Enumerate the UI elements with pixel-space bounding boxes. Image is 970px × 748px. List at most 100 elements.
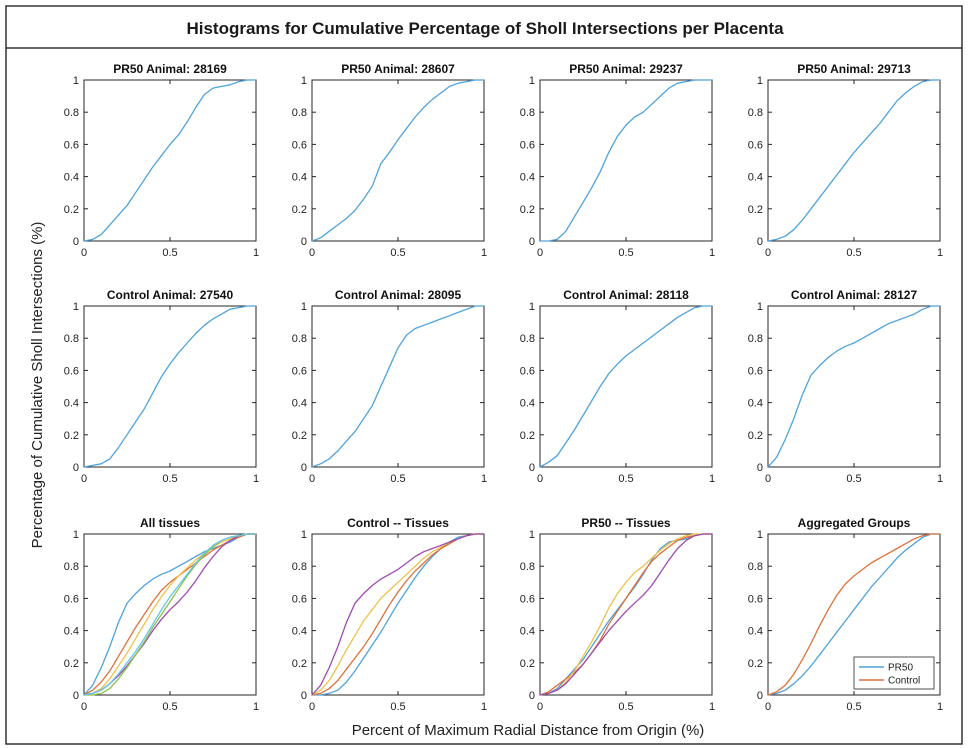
x-tick-label: 0 xyxy=(309,247,315,259)
y-tick-label: 0.8 xyxy=(292,107,307,119)
x-tick-label: 1 xyxy=(253,247,259,259)
y-tick-label: 0.8 xyxy=(64,561,79,573)
plot-area xyxy=(312,80,484,241)
subplot-1: PR50 Animal: 2816900.20.40.60.810 0.5 1 xyxy=(64,62,259,259)
subplot-title: Control Animal: 27540 xyxy=(107,288,234,302)
subplot-9: All tissues00.20.40.60.810 0.5 1 xyxy=(64,516,259,713)
x-tick-label: 1 xyxy=(481,473,487,485)
subplot-2: PR50 Animal: 28607 0 0.2 0.4 0.6 0.8 1 0 0.5 1 xyxy=(292,62,487,259)
y-tick-label: 0.2 xyxy=(748,658,763,670)
y-tick-label: 1 xyxy=(301,75,307,87)
y-tick-label: 0.2 xyxy=(64,430,79,442)
y-tick-label: 0.4 xyxy=(64,398,79,410)
y-tick-label: 1 xyxy=(73,75,79,87)
y-tick-label: 1 xyxy=(529,75,535,87)
x-tick-label: 0.5 xyxy=(618,247,633,259)
x-tick-label: 0.5 xyxy=(618,701,633,713)
y-tick-label: 0.4 xyxy=(292,626,307,638)
x-tick-label: 0.5 xyxy=(162,473,177,485)
subplot-7: Control Animal: 2811800.20.40.60.810 0.5 1 xyxy=(520,288,715,485)
plot-area xyxy=(84,80,256,241)
y-tick-label: 0.8 xyxy=(64,333,79,345)
legend-label: PR50 xyxy=(888,663,913,674)
plot-area xyxy=(768,306,940,467)
x-tick-label: 0.5 xyxy=(618,473,633,485)
y-tick-label: 0.8 xyxy=(520,333,535,345)
x-tick-label: 0 xyxy=(537,247,543,259)
x-tick-label: 1 xyxy=(481,247,487,259)
y-tick-label: 0.4 xyxy=(292,172,307,184)
x-tick-label: 0.5 xyxy=(846,701,861,713)
y-tick-label: 1 xyxy=(529,301,535,313)
subplot-title: Control Animal: 28118 xyxy=(563,288,689,302)
y-tick-label: 0.2 xyxy=(520,430,535,442)
y-tick-label: 1 xyxy=(73,301,79,313)
y-tick-label: 0.8 xyxy=(520,561,535,573)
x-tick-label: 1 xyxy=(709,701,715,713)
plot-area xyxy=(84,306,256,467)
y-tick-label: 0 xyxy=(73,236,79,248)
y-tick-label: 0.4 xyxy=(292,398,307,410)
y-tick-label: 0.2 xyxy=(64,658,79,670)
y-tick-label: 0.2 xyxy=(748,430,763,442)
y-tick-label: 0.6 xyxy=(64,593,79,605)
y-tick-label: 1 xyxy=(529,529,535,541)
x-tick-label: 1 xyxy=(709,473,715,485)
y-tick-label: 0 xyxy=(529,462,535,474)
y-tick-label: 0.6 xyxy=(748,593,763,605)
y-tick-label: 0.6 xyxy=(748,365,763,377)
x-tick-label: 0.5 xyxy=(846,247,861,259)
x-tick-label: 1 xyxy=(937,701,943,713)
y-tick-label: 1 xyxy=(73,529,79,541)
x-tick-label: 0.5 xyxy=(162,701,177,713)
subplot-title: Control -- Tissues xyxy=(347,516,449,530)
y-tick-label: 1 xyxy=(757,75,763,87)
y-tick-label: 0.8 xyxy=(748,107,763,119)
y-tick-label: 0.6 xyxy=(64,365,79,377)
subplot-6: Control Animal: 28095 0 0.2 0.4 0.6 0.8 1 0 0.5 1 xyxy=(292,288,487,485)
x-tick-label: 0 xyxy=(309,701,315,713)
y-tick-label: 0.8 xyxy=(64,107,79,119)
x-tick-label: 0.5 xyxy=(390,473,405,485)
subplot-title: Control Animal: 28095 xyxy=(335,288,462,302)
y-tick-label: 0.4 xyxy=(64,172,79,184)
y-tick-label: 0.8 xyxy=(292,561,307,573)
y-tick-label: 0.6 xyxy=(748,139,763,151)
subplot-title: PR50 -- Tissues xyxy=(581,516,670,530)
y-tick-label: 0.8 xyxy=(292,333,307,345)
y-tick-label: 0 xyxy=(757,690,763,702)
legend-label: Control xyxy=(888,676,920,687)
y-tick-label: 0.6 xyxy=(292,365,307,377)
x-tick-label: 0 xyxy=(81,701,87,713)
subplot-5: Control Animal: 27540 0 0.2 0.4 0.6 0.8 1 0 0.5 1 xyxy=(64,288,259,485)
figure-ylabel: Percentage of Cumulative Sholl Intersect… xyxy=(29,222,46,549)
subplot-title: All tissues xyxy=(140,516,200,530)
x-tick-label: 1 xyxy=(481,701,487,713)
x-tick-label: 0.5 xyxy=(846,473,861,485)
y-tick-label: 0.2 xyxy=(64,204,79,216)
plot-area xyxy=(312,306,484,467)
x-tick-label: 1 xyxy=(253,473,259,485)
x-tick-label: 0 xyxy=(537,701,543,713)
y-tick-label: 0.2 xyxy=(748,204,763,216)
y-tick-label: 1 xyxy=(301,529,307,541)
y-tick-label: 0 xyxy=(73,690,79,702)
x-tick-label: 1 xyxy=(937,473,943,485)
y-tick-label: 0.6 xyxy=(292,593,307,605)
y-tick-label: 1 xyxy=(301,301,307,313)
plot-area xyxy=(540,534,712,695)
y-tick-label: 0.6 xyxy=(520,365,535,377)
y-tick-label: 0.2 xyxy=(292,204,307,216)
y-tick-label: 0 xyxy=(757,236,763,248)
legend: PR50 Control xyxy=(854,657,934,689)
y-tick-label: 0.4 xyxy=(520,626,535,638)
x-tick-label: 0 xyxy=(765,247,771,259)
subplot-4: PR50 Animal: 2971300.20.40.60.810 0.5 1 xyxy=(748,62,943,259)
figure-xlabel: Percent of Maximum Radial Distance from … xyxy=(352,722,705,739)
x-tick-label: 0 xyxy=(81,473,87,485)
y-tick-label: 1 xyxy=(757,529,763,541)
plot-area xyxy=(540,80,712,241)
y-tick-label: 0.4 xyxy=(520,172,535,184)
subplot-3: PR50 Animal: 2923700.20.40.60.810 0.5 1 xyxy=(520,62,715,259)
